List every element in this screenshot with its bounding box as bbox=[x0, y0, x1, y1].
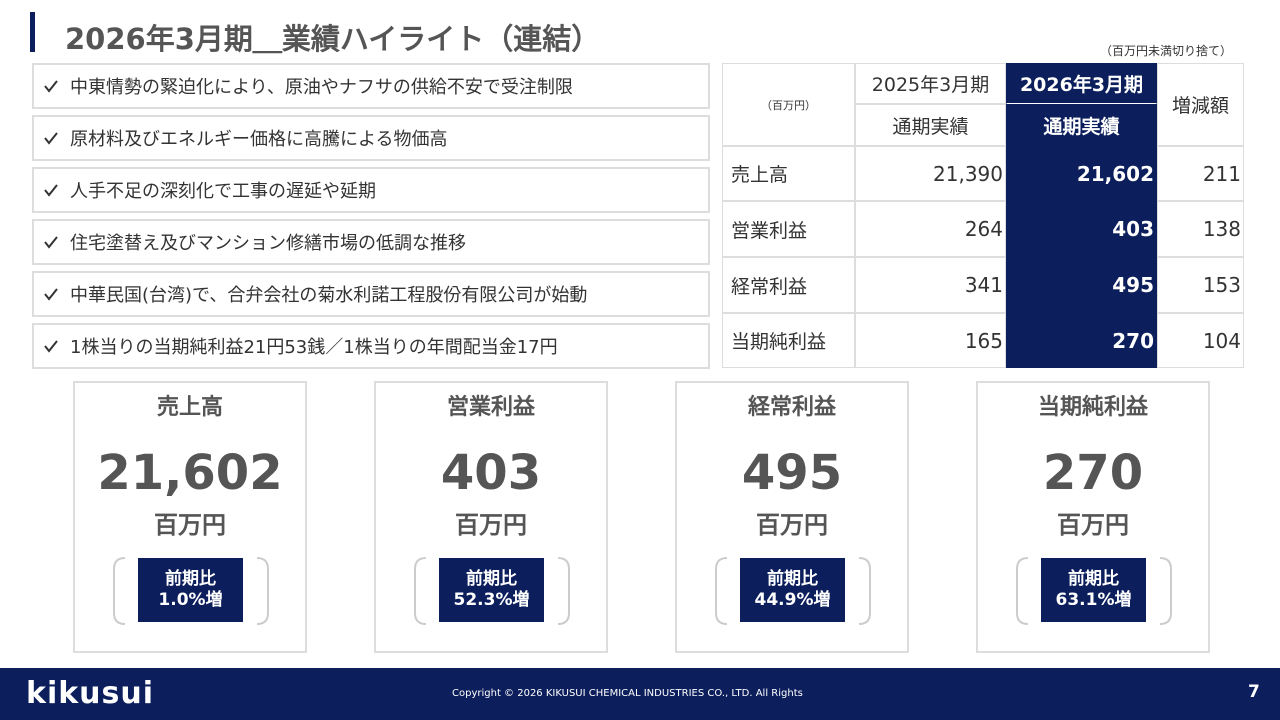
compare-ratio: 63.1%増 bbox=[1055, 590, 1132, 610]
prev-sub: 通期実績 bbox=[855, 104, 1006, 146]
kpi-unit: 百万円 bbox=[756, 511, 828, 539]
footer: kikusui Copyright © 2026 KIKUSUI CHEMICA… bbox=[0, 668, 1280, 720]
compare-box: 前期比 1.0%増 bbox=[138, 558, 243, 622]
compare-box: 前期比 44.9%増 bbox=[740, 558, 845, 622]
bullet-text: 住宅塗替え及びマンション修繕市場の低調な推移 bbox=[70, 233, 466, 254]
cell-value: 21,390 bbox=[855, 146, 1006, 201]
row-label: 当期純利益 bbox=[722, 313, 855, 368]
row-label: 売上高 bbox=[722, 146, 855, 201]
kpi-title: 売上高 bbox=[156, 395, 223, 420]
kpi-card: 当期純利益 270 百万円前期比 63.1%増 bbox=[976, 381, 1210, 653]
check-icon bbox=[44, 132, 58, 145]
cell-value: 211 bbox=[1157, 146, 1244, 201]
row-label: 営業利益 bbox=[722, 201, 855, 257]
kpi-unit: 百万円 bbox=[455, 511, 527, 539]
cell-value: 264 bbox=[855, 201, 1006, 257]
bracket bbox=[715, 557, 871, 625]
kpi-unit: 百万円 bbox=[154, 511, 226, 539]
check-icon bbox=[44, 340, 58, 353]
check-icon bbox=[44, 80, 58, 93]
prev-period: 2025年3月期 bbox=[855, 63, 1006, 104]
kpi-value: 21,602 bbox=[97, 445, 283, 501]
bullet-item: 中東情勢の緊迫化により、原油やナフサの供給不安で受注制限 bbox=[32, 63, 710, 109]
logo: kikusui bbox=[26, 676, 155, 711]
compare-label: 前期比 bbox=[165, 569, 216, 589]
cell-value: 165 bbox=[855, 313, 1006, 368]
bracket bbox=[414, 557, 570, 625]
unit-note: （百万円未満切り捨て） bbox=[1100, 44, 1233, 58]
kpi-card: 営業利益 403 百万円前期比 52.3%増 bbox=[374, 381, 608, 653]
bullet-text: 1株当りの当期純利益21円53銭／1株当りの年間配当金17円 bbox=[70, 337, 558, 358]
cell-value: 341 bbox=[855, 257, 1006, 313]
bullet-text: 中東情勢の緊迫化により、原油やナフサの供給不安で受注制限 bbox=[70, 77, 573, 98]
title-bar bbox=[30, 12, 35, 52]
copyright: Copyright © 2026 KIKUSUI CHEMICAL INDUST… bbox=[452, 688, 803, 699]
kpi-title: 当期純利益 bbox=[1037, 395, 1148, 420]
diff-header: 増減額 bbox=[1157, 63, 1244, 146]
bullet-text: 人手不足の深刻化で工事の遅延や延期 bbox=[70, 181, 376, 202]
row-label: 経常利益 bbox=[722, 257, 855, 313]
bullet-item: 中華民国(台湾)で、合弁会社の菊水利諾工程股份有限公司が始動 bbox=[32, 271, 710, 317]
bracket bbox=[113, 557, 269, 625]
title: 2026年3月期＿業績ハイライト（連結） bbox=[65, 22, 601, 56]
bullet-item: 住宅塗替え及びマンション修繕市場の低調な推移 bbox=[32, 219, 710, 265]
kpi-unit: 百万円 bbox=[1057, 511, 1129, 539]
cell-value: 104 bbox=[1157, 313, 1244, 368]
compare-label: 前期比 bbox=[1068, 569, 1119, 589]
cell-value: 270 bbox=[1006, 313, 1157, 368]
bullet-item: 人手不足の深刻化で工事の遅延や延期 bbox=[32, 167, 710, 213]
cur-sub: 通期実績 bbox=[1006, 104, 1157, 146]
bullet-item: 原材料及びエネルギー価格に高騰による物価高 bbox=[32, 115, 710, 161]
compare-ratio: 44.9%増 bbox=[754, 590, 831, 610]
kpi-card: 経常利益 495 百万円前期比 44.9%増 bbox=[675, 381, 909, 653]
check-icon bbox=[44, 288, 58, 301]
cell-value: 21,602 bbox=[1006, 146, 1157, 201]
bullet-text: 中華民国(台湾)で、合弁会社の菊水利諾工程股份有限公司が始動 bbox=[70, 285, 588, 306]
compare-box: 前期比 63.1%増 bbox=[1041, 558, 1146, 622]
cell-value: 495 bbox=[1006, 257, 1157, 313]
check-icon bbox=[44, 184, 58, 197]
kpi-card: 売上高 21,602 百万円前期比 1.0%増 bbox=[73, 381, 307, 653]
compare-ratio: 52.3%増 bbox=[453, 590, 530, 610]
kpi-value: 270 bbox=[1042, 445, 1144, 501]
cell-value: 403 bbox=[1006, 201, 1157, 257]
cell-value: 153 bbox=[1157, 257, 1244, 313]
compare-box: 前期比 52.3%増 bbox=[439, 558, 544, 622]
kpi-value: 403 bbox=[440, 445, 542, 501]
cell-value: 138 bbox=[1157, 201, 1244, 257]
bracket bbox=[1016, 557, 1172, 625]
page-number: 7 bbox=[1248, 682, 1260, 702]
kpi-value: 495 bbox=[741, 445, 843, 501]
kpi-title: 経常利益 bbox=[747, 395, 836, 420]
cur-period: 2026年3月期 bbox=[1006, 63, 1157, 104]
compare-label: 前期比 bbox=[466, 569, 517, 589]
kpi-title: 営業利益 bbox=[446, 395, 535, 420]
bullet-item: 1株当りの当期純利益21円53銭／1株当りの年間配当金17円 bbox=[32, 323, 710, 369]
compare-label: 前期比 bbox=[767, 569, 818, 589]
bullet-text: 原材料及びエネルギー価格に高騰による物価高 bbox=[70, 129, 448, 150]
check-icon bbox=[44, 236, 58, 249]
compare-ratio: 1.0%増 bbox=[158, 590, 223, 610]
table-unit: （百万円） bbox=[722, 63, 855, 146]
